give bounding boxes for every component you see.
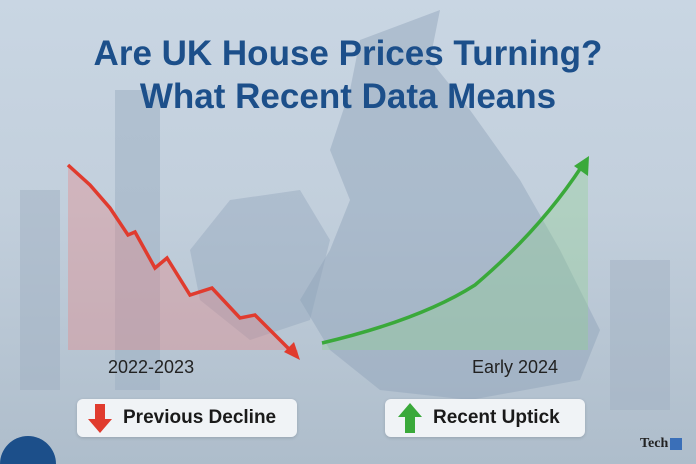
brand-logo: Tech — [640, 436, 683, 452]
recent-uptick-label: Recent Uptick — [433, 407, 560, 428]
previous-decline-badge: Previous Decline — [77, 399, 297, 437]
decline-area — [68, 165, 298, 358]
left-period-label: 2022-2023 — [108, 357, 195, 377]
arrow-up-icon — [398, 403, 422, 433]
uptick-area — [322, 158, 588, 350]
title-line-1: Are UK House Prices Turning? — [93, 34, 603, 73]
right-period-label: Early 2024 — [472, 357, 559, 377]
corner-badge — [0, 436, 56, 464]
uptick-arrowhead — [574, 156, 589, 176]
previous-decline-label: Previous Decline — [123, 407, 277, 428]
building-left — [20, 190, 60, 390]
uk-map-silhouette — [300, 10, 600, 400]
logo-icon — [670, 437, 683, 450]
decline-line — [66, 163, 294, 354]
arrow-down-icon — [88, 404, 112, 433]
uptick-line — [321, 165, 584, 345]
title-line-2: What Recent Data Means — [139, 77, 557, 116]
building-right — [610, 260, 670, 410]
page-title: Are UK House Prices Turning? What Recent… — [0, 32, 696, 118]
decline-arrowhead — [284, 342, 300, 360]
logo-text: Tech — [640, 436, 669, 451]
recent-uptick-badge: Recent Uptick — [385, 399, 585, 437]
